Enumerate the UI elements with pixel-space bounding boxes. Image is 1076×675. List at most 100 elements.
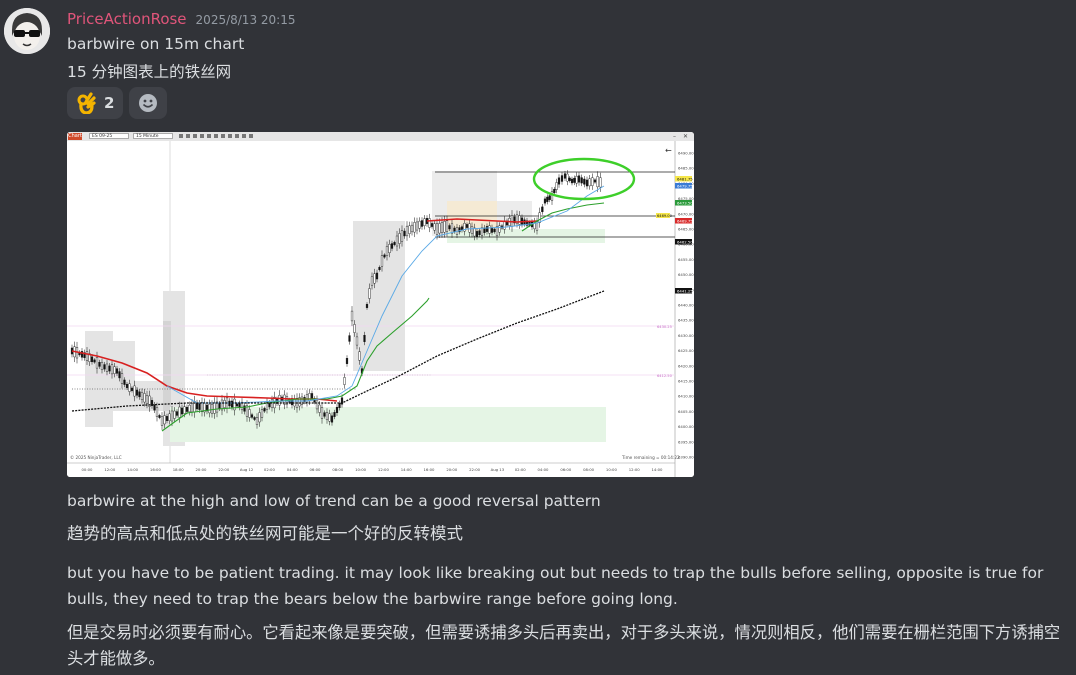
- candle-body: [413, 222, 416, 233]
- price-tick-label: 6415.00: [678, 379, 694, 384]
- candle-body: [596, 176, 599, 188]
- candle-body: [563, 173, 567, 179]
- time-tick-label: 10:00: [606, 467, 618, 472]
- candle-body: [365, 304, 369, 308]
- candle-body: [400, 230, 404, 242]
- candle-body: [493, 228, 496, 233]
- message-line-4: 趋势的高点和低点处的铁丝网可能是一个好的反转模式: [67, 524, 463, 543]
- price-tick-label: 6450.00: [678, 272, 694, 277]
- candle-body: [453, 227, 456, 232]
- candle-body: [198, 403, 201, 410]
- candle-body: [323, 412, 326, 417]
- copyright-text: © 2025 NinjaTrader, LLC: [70, 455, 122, 460]
- candle-body: [443, 221, 446, 233]
- candle-body: [599, 177, 602, 188]
- minimize-icon: –: [673, 133, 676, 140]
- candle-body: [513, 216, 516, 224]
- candle-body: [143, 393, 146, 403]
- candle-body: [355, 336, 359, 346]
- candle-body: [168, 413, 171, 421]
- candle-body: [255, 417, 259, 425]
- candle-body: [175, 411, 179, 416]
- time-tick-label: 08:00: [332, 467, 344, 472]
- time-axis: 00:00 12:00 14:00 16:00 18:00 20:00 22:00 Aug 1…: [82, 467, 664, 472]
- price-tags: 6481.75 6479.75 6473.50 6469.75 6462.50 6441.…: [675, 176, 693, 294]
- candle-body: [375, 272, 379, 280]
- candle-body: [548, 195, 551, 200]
- candle-body: [583, 178, 586, 185]
- time-tick-label: 16:00: [150, 467, 162, 472]
- price-tick-label: 6470.00: [678, 211, 694, 216]
- price-tick-label: 6435.00: [678, 318, 694, 323]
- price-tag: [675, 200, 692, 206]
- toolbar-tool-icon: [235, 134, 239, 138]
- candle-body: [575, 175, 578, 184]
- time-tick-label: 14:00: [401, 467, 413, 472]
- candle-body: [390, 243, 394, 249]
- candle-body: [108, 365, 111, 372]
- toolbar-tool-icon: [249, 134, 253, 138]
- message-header: PriceActionRose 2025/8/13 20:15: [67, 10, 295, 32]
- side-level-label: 6412.50: [657, 374, 673, 378]
- candle-body: [83, 352, 86, 358]
- ma-black-dashed-line: [71, 290, 605, 412]
- candle-body: [475, 231, 479, 237]
- message-paragraph-en: but you have to be patient trading. it m…: [67, 564, 1044, 608]
- username[interactable]: PriceActionRose: [67, 10, 187, 28]
- candle-body: [115, 368, 119, 374]
- avatar[interactable]: [4, 8, 50, 54]
- candle-body: [253, 417, 256, 420]
- candle-body: [270, 399, 274, 408]
- price-tag-label: 6469.75: [677, 218, 693, 223]
- candle-body: [378, 267, 381, 270]
- price-tag: [675, 176, 692, 182]
- candle-body: [538, 212, 541, 223]
- candle-body: [410, 224, 414, 233]
- price-axis: 6490.006485.006480.006475.006470.006465.…: [678, 151, 694, 460]
- candle-body: [498, 225, 501, 233]
- candle-body: [153, 404, 156, 411]
- price-tick-label: 6430.00: [678, 333, 694, 338]
- candle-body: [170, 410, 174, 422]
- candle-body: [128, 383, 131, 392]
- time-tick-label: 02:00: [515, 467, 527, 472]
- candle-body: [363, 335, 366, 342]
- toolbar-tool-icon: [186, 134, 190, 138]
- toolbar-tool-icon: [214, 134, 218, 138]
- candle-body: [468, 223, 471, 233]
- add-reaction-button[interactable]: [129, 87, 168, 119]
- candle-body: [350, 310, 354, 322]
- time-tick-label: 12:00: [104, 467, 116, 472]
- candle-body: [541, 206, 544, 213]
- candle-body: [328, 413, 331, 422]
- candle-body: [340, 397, 344, 405]
- candle-body: [148, 395, 151, 407]
- candle-body: [515, 214, 519, 224]
- timestamp[interactable]: 2025/8/13 20:15: [195, 13, 296, 27]
- time-tick-label: 20:00: [446, 467, 458, 472]
- candle-body: [190, 403, 194, 413]
- time-remaining-text: Time remaining = 00:14:22: [621, 455, 680, 460]
- candle-body: [158, 415, 161, 418]
- candle-body: [320, 407, 324, 419]
- candle-body: [260, 409, 264, 418]
- candle-body: [585, 179, 589, 187]
- time-tick-label: 06:00: [560, 467, 572, 472]
- candle-body: [210, 404, 214, 414]
- reaction-ok-hand[interactable]: 2: [67, 87, 124, 119]
- candle-body: [368, 288, 371, 299]
- toolbar-tool-icon: [228, 134, 232, 138]
- candle-body: [318, 404, 321, 413]
- candle-body: [113, 366, 116, 374]
- candle-body: [438, 223, 441, 234]
- candle-body: [420, 220, 424, 227]
- candle-body: [480, 227, 484, 236]
- candle-body: [118, 371, 121, 379]
- message-paragraph-zh: 但是交易时必须要有耐心。它看起来像是要突破，但需要诱捕多头后再卖出，对于多头来说…: [67, 623, 1061, 668]
- candle-body: [345, 358, 349, 364]
- candle-body: [263, 408, 266, 412]
- candle-body: [220, 399, 224, 411]
- candle-body: [473, 227, 476, 237]
- candle-body: [463, 223, 466, 232]
- chart-image-attachment[interactable]: Chart ES 09-25 15 Minute – ✕: [67, 132, 694, 477]
